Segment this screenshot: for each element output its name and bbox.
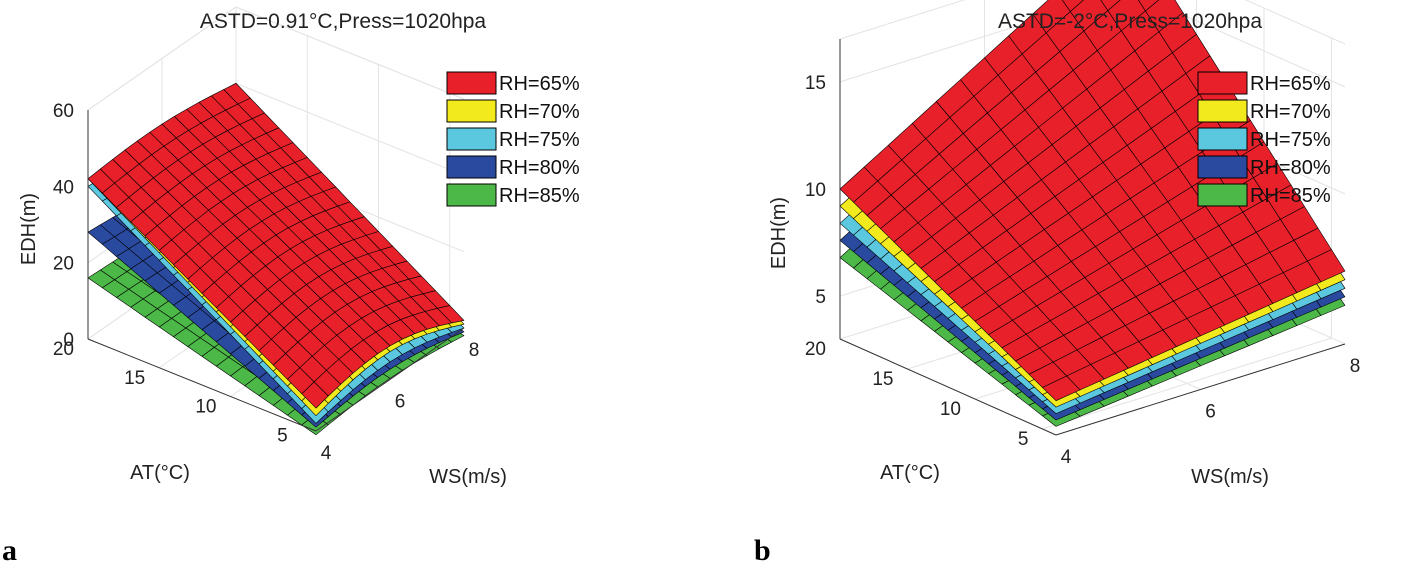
legend-label: RH=85%: [499, 185, 580, 207]
chart-panel-a: 0 20 40 60 5 10 15 20 4 6 8 EDH(m) AT(°C) WS(m/s) ASTD…: [0, 0, 708, 579]
legend-swatch: [1197, 183, 1248, 207]
y-axis-line: [839, 338, 1057, 436]
y-axis-label: AT(°C): [880, 462, 940, 484]
y-tick-label: 5: [1018, 429, 1029, 450]
legend-label: RH=70%: [499, 101, 580, 123]
x-axis-line: [315, 327, 465, 432]
legend: RH=65% RH=70% RH=75% RH=80% RH=85%: [446, 71, 580, 207]
x-axis-line: [1055, 343, 1346, 436]
gridline-floor: [1042, 337, 1332, 430]
surface-rh65: [87, 83, 465, 409]
legend-label: RH=65%: [499, 73, 580, 95]
axes: [839, 39, 1346, 436]
y-tick-label: 5: [277, 425, 288, 446]
gridline-z: [1244, 0, 1346, 45]
legend-swatch: [1197, 127, 1248, 151]
legend-swatch: [1197, 71, 1248, 95]
legend-label: RH=75%: [1250, 129, 1331, 151]
legend-label: RH=80%: [1250, 157, 1331, 179]
legend-swatch: [446, 127, 497, 151]
surface-patch: [301, 381, 329, 409]
legend-swatch: [446, 99, 497, 123]
x-tick-label: 4: [1061, 447, 1072, 468]
z-tick-label: 20: [53, 254, 74, 275]
legend-label: RH=85%: [1250, 185, 1331, 207]
axes: [87, 110, 465, 432]
chart-title: ASTD=-2°C,Press=1020hpa: [998, 10, 1262, 33]
gridline-z: [839, 0, 966, 40]
legend: RH=65% RH=70% RH=75% RH=80% RH=85%: [1197, 71, 1331, 207]
legend-swatch: [1197, 99, 1248, 123]
surface-patch: [1042, 375, 1081, 402]
surfaces: [87, 83, 465, 436]
panel-letter-b: b: [754, 534, 771, 567]
y-axis-line: [87, 338, 317, 432]
legend-swatch: [446, 183, 497, 207]
z-tick-label: 5: [815, 287, 826, 308]
x-tick-label: 6: [1205, 402, 1216, 423]
x-tick-label: 8: [1350, 356, 1361, 377]
y-tick-label: 15: [124, 368, 145, 389]
surfaces: [839, 0, 1346, 427]
z-axis-label: EDH(m): [18, 193, 40, 265]
surface-plot-b: 5 10 15 5 10 15 20 4 6 8 EDH(m) AT(°C) WS(m/s) ASTD=-…: [768, 0, 1361, 488]
x-axis-label: WS(m/s): [429, 466, 507, 488]
y-tick-label: 20: [53, 339, 74, 360]
z-tick-label: 0: [63, 330, 74, 351]
z-tick-label: 15: [805, 73, 826, 94]
y-axis-label: AT(°C): [130, 462, 190, 484]
legend-label: RH=65%: [1250, 73, 1331, 95]
y-tick-label: 10: [940, 399, 961, 420]
legend-swatch: [446, 71, 497, 95]
legend-swatch: [1197, 155, 1248, 179]
legend-swatch: [446, 155, 497, 179]
surface-rh65: [839, 0, 1346, 402]
z-axis-label: EDH(m): [768, 197, 790, 269]
x-tick-label: 4: [321, 443, 332, 464]
legend-label: RH=75%: [499, 129, 580, 151]
panel-letter-a: a: [2, 534, 17, 567]
z-tick-label: 60: [53, 101, 74, 122]
gridline-z: [235, 82, 465, 176]
x-tick-label: 8: [469, 340, 480, 361]
x-axis-label: WS(m/s): [1191, 466, 1269, 488]
chart-title: ASTD=0.91°C,Press=1020hpa: [200, 10, 487, 33]
z-tick-label: 10: [805, 180, 826, 201]
x-tick-label: 6: [395, 392, 406, 413]
legend-label: RH=80%: [499, 157, 580, 179]
legend-label: RH=70%: [1250, 101, 1331, 123]
y-tick-label: 20: [805, 339, 826, 360]
y-tick-label: 15: [872, 369, 893, 390]
chart-panel-b: 5 10 15 5 10 15 20 4 6 8 EDH(m) AT(°C) WS(m/s) ASTD=-…: [709, 0, 1417, 579]
z-tick-label: 40: [53, 177, 74, 198]
y-tick-label: 10: [195, 397, 216, 418]
gridline-z: [235, 6, 465, 100]
